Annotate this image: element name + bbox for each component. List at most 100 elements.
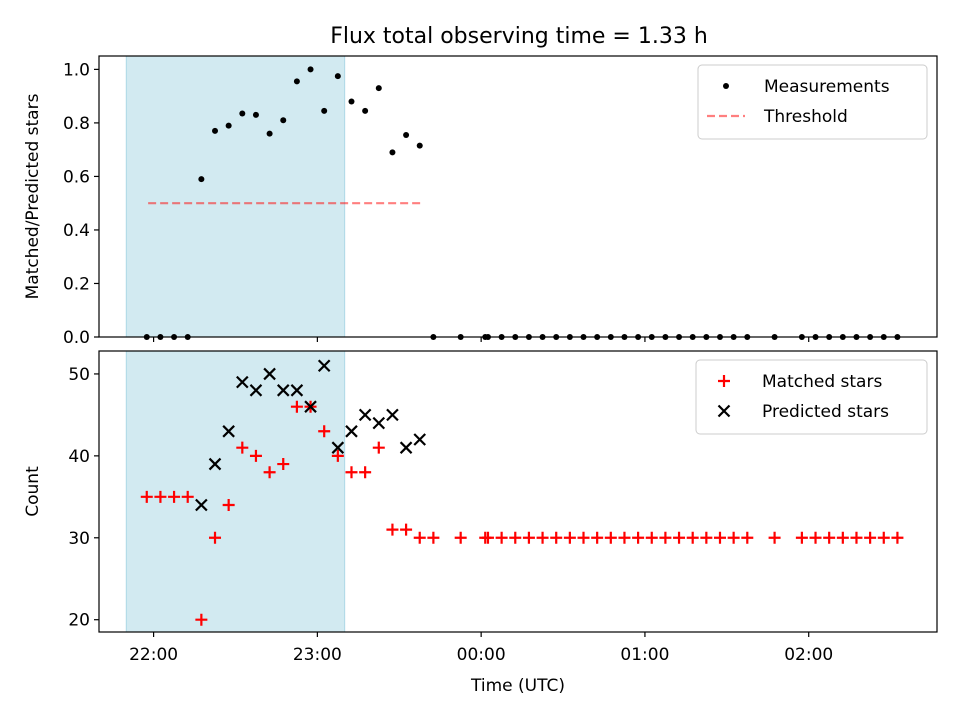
- predicted-star-point: [236, 375, 249, 389]
- predicted-star-point: [249, 384, 263, 397]
- predicted-star-point: [399, 441, 413, 454]
- matched-star-point: [604, 531, 617, 544]
- predicted-star-point: [358, 408, 372, 422]
- matched-star-point: [686, 531, 699, 544]
- matched-star-point: [563, 531, 576, 544]
- matched-star-point: [877, 531, 890, 544]
- predicted-star-point: [222, 425, 235, 438]
- matched-star-point: [236, 441, 249, 454]
- measurement-point: [362, 107, 369, 114]
- series-matched-stars: [140, 400, 904, 626]
- matched-star-point: [591, 531, 604, 544]
- measurement-point: [307, 66, 314, 73]
- matched-star-point: [427, 531, 440, 544]
- matched-star-point: [209, 531, 222, 544]
- matched-star-point: [768, 531, 781, 544]
- matched-star-point: [263, 466, 276, 479]
- measurement-point: [280, 117, 287, 124]
- predicted-star-point: [304, 400, 317, 413]
- matched-star-point: [741, 531, 754, 544]
- measurement-point: [212, 127, 219, 134]
- matched-star-point: [359, 466, 372, 479]
- measurement-point: [321, 107, 328, 114]
- matched-star-point: [577, 531, 590, 544]
- matched-star-point: [891, 531, 904, 544]
- legend-measurements-swatch: [723, 83, 729, 89]
- matched-star-point: [154, 490, 167, 503]
- matched-star-point: [700, 531, 713, 544]
- x-tick-label: 22:00: [129, 645, 178, 665]
- legend-box: [695, 359, 928, 435]
- predicted-star-point: [317, 359, 331, 373]
- measurement-point: [416, 142, 423, 149]
- matched-star-point: [727, 531, 740, 544]
- x-tick-label: 01:00: [620, 645, 669, 665]
- measurement-point: [198, 176, 205, 183]
- predicted-star-point: [413, 433, 427, 446]
- matched-star-point: [809, 531, 822, 544]
- top-panel: 0.0 0.2 0.4 0.6 0.8 1.0 Matched/Predicted star…: [23, 55, 938, 348]
- chart-title: Flux total observing time = 1.33 h: [330, 24, 708, 49]
- legend-label: Threshold: [763, 107, 848, 127]
- y-tick-label: 0.0: [63, 328, 90, 348]
- matched-star-point: [331, 449, 344, 462]
- y-tick-label: 0.4: [63, 221, 90, 241]
- matched-star-point: [345, 466, 358, 479]
- measurement-point: [348, 98, 355, 105]
- legend: Matched stars Predicted stars: [695, 359, 928, 435]
- matched-star-point: [290, 400, 303, 413]
- x-tick-label: 00:00: [457, 645, 506, 665]
- matched-star-point: [659, 531, 672, 544]
- y-axis-label: Count: [23, 466, 43, 517]
- measurement-point: [252, 111, 259, 118]
- y-tick-label: 0.2: [63, 274, 90, 294]
- matched-star-point: [536, 531, 549, 544]
- y-tick-label: 0.6: [63, 167, 90, 187]
- matched-star-point: [222, 499, 235, 512]
- axes-frame: [98, 55, 938, 338]
- predicted-star-point: [195, 498, 208, 512]
- predicted-star-point: [331, 441, 345, 454]
- matched-star-point: [823, 531, 836, 544]
- matched-star-point: [713, 531, 726, 544]
- matched-star-point: [400, 523, 413, 536]
- axes-frame: [98, 350, 938, 633]
- legend-matched-swatch: [718, 375, 730, 387]
- predicted-star-point: [276, 384, 290, 397]
- measurement-point: [225, 122, 232, 129]
- matched-star-point: [522, 531, 535, 544]
- matched-star-point: [372, 441, 385, 454]
- predicted-star-point: [372, 416, 386, 430]
- y-axis-label: Matched/Predicted stars: [23, 93, 43, 299]
- legend-predicted-swatch: [717, 404, 731, 418]
- matched-star-point: [140, 490, 153, 503]
- matched-star-point: [495, 531, 508, 544]
- measurement-point: [266, 130, 273, 137]
- matched-star-point: [836, 531, 849, 544]
- matched-star-point: [632, 531, 645, 544]
- matched-star-point: [645, 531, 658, 544]
- observing-interval-shade: [125, 55, 346, 338]
- measurement-point: [293, 78, 300, 85]
- matched-star-point: [181, 490, 194, 503]
- matched-star-point: [673, 531, 686, 544]
- y-tick-label: 1.0: [63, 60, 90, 80]
- x-axis-label: Time (UTC): [470, 676, 565, 696]
- predicted-star-point: [263, 367, 276, 381]
- y-tick-label: 20: [68, 611, 90, 631]
- x-tick-label: 02:00: [784, 645, 833, 665]
- measurement-point: [389, 149, 396, 156]
- x-tick-label: 23:00: [293, 645, 342, 665]
- legend: Measurements Threshold: [697, 64, 928, 140]
- matched-star-point: [509, 531, 522, 544]
- y-tick-label: 0.8: [63, 114, 90, 134]
- matched-star-point: [318, 425, 331, 438]
- observing-interval-shade: [125, 350, 346, 633]
- measurement-point: [239, 110, 246, 117]
- matched-star-point: [195, 613, 208, 626]
- matched-star-point: [850, 531, 863, 544]
- matched-star-point: [550, 531, 563, 544]
- matched-star-point: [249, 449, 262, 462]
- predicted-star-point: [290, 384, 304, 397]
